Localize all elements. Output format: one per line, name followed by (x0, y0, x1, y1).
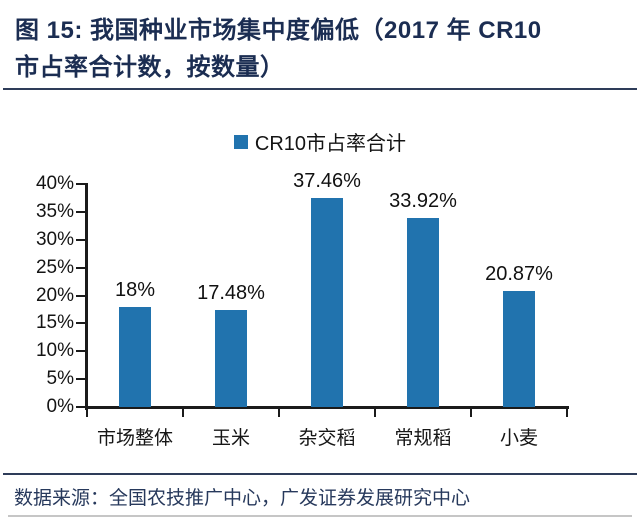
y-axis-tick (76, 294, 85, 297)
x-axis-tick (374, 408, 376, 417)
x-axis-category-label: 玉米 (211, 427, 250, 449)
x-axis-tick (470, 408, 472, 417)
bar (215, 310, 247, 407)
x-axis-category-label: 市场整体 (96, 427, 173, 449)
chart-title: 图 15: 我国种业市场集中度偏低（2017 年 CR10 市占率合计数，按数量… (15, 12, 629, 86)
y-axis-tick-label: 20% (35, 284, 74, 306)
y-axis-tick (76, 350, 85, 353)
y-axis-line (85, 183, 88, 410)
y-axis-tick-label: 0% (46, 396, 74, 417)
chart-title-line1: 图 15: 我国种业市场集中度偏低（2017 年 CR10 (15, 17, 542, 44)
x-axis-tick (566, 408, 568, 417)
y-axis-tick (76, 238, 85, 241)
bottom-faint-divider (8, 515, 632, 517)
y-axis-tick (76, 183, 85, 185)
chart-title-line2: 市占率合计数，按数量） (15, 54, 285, 81)
y-axis-tick-label: 15% (35, 312, 74, 334)
x-axis-category-label: 杂交稻 (298, 427, 356, 449)
bar (503, 291, 535, 407)
legend-marker-swatch (233, 134, 248, 149)
bar (311, 198, 343, 407)
bar-value-label: 18% (114, 279, 156, 301)
x-axis-tick (182, 408, 184, 417)
bar (407, 218, 439, 407)
x-axis-tick (278, 408, 280, 417)
y-axis-tick (76, 406, 85, 408)
y-axis-tick-label: 5% (46, 368, 74, 390)
legend-series-label: CR10市占率合计 (254, 133, 407, 155)
x-axis-line (85, 406, 569, 409)
y-axis-tick-label: 40% (35, 173, 74, 194)
bar (119, 307, 151, 407)
x-axis-category-label: 常规稻 (394, 427, 452, 449)
y-axis-tick-label: 25% (35, 256, 74, 278)
x-axis-tick (86, 408, 88, 417)
bar-value-label: 20.87% (485, 263, 553, 285)
y-axis-tick (76, 210, 85, 213)
data-source-note: 数据来源：全国农技推广中心，广发证券发展研究中心 (14, 487, 471, 509)
y-axis-tick (76, 378, 85, 381)
y-axis-tick-label: 35% (35, 200, 74, 222)
y-axis-tick (76, 266, 85, 269)
title-divider (3, 88, 637, 90)
bar-value-label: 37.46% (293, 170, 361, 192)
y-axis-tick-label: 30% (35, 228, 74, 250)
bar-value-label: 33.92% (389, 190, 457, 212)
x-axis-category-label: 小麦 (499, 427, 538, 449)
legend: CR10市占率合计 (0, 127, 640, 156)
bar-value-label: 17.48% (197, 282, 265, 304)
y-axis-tick (76, 322, 85, 325)
footer-divider (3, 473, 637, 475)
y-axis-tick-label: 10% (35, 340, 74, 362)
